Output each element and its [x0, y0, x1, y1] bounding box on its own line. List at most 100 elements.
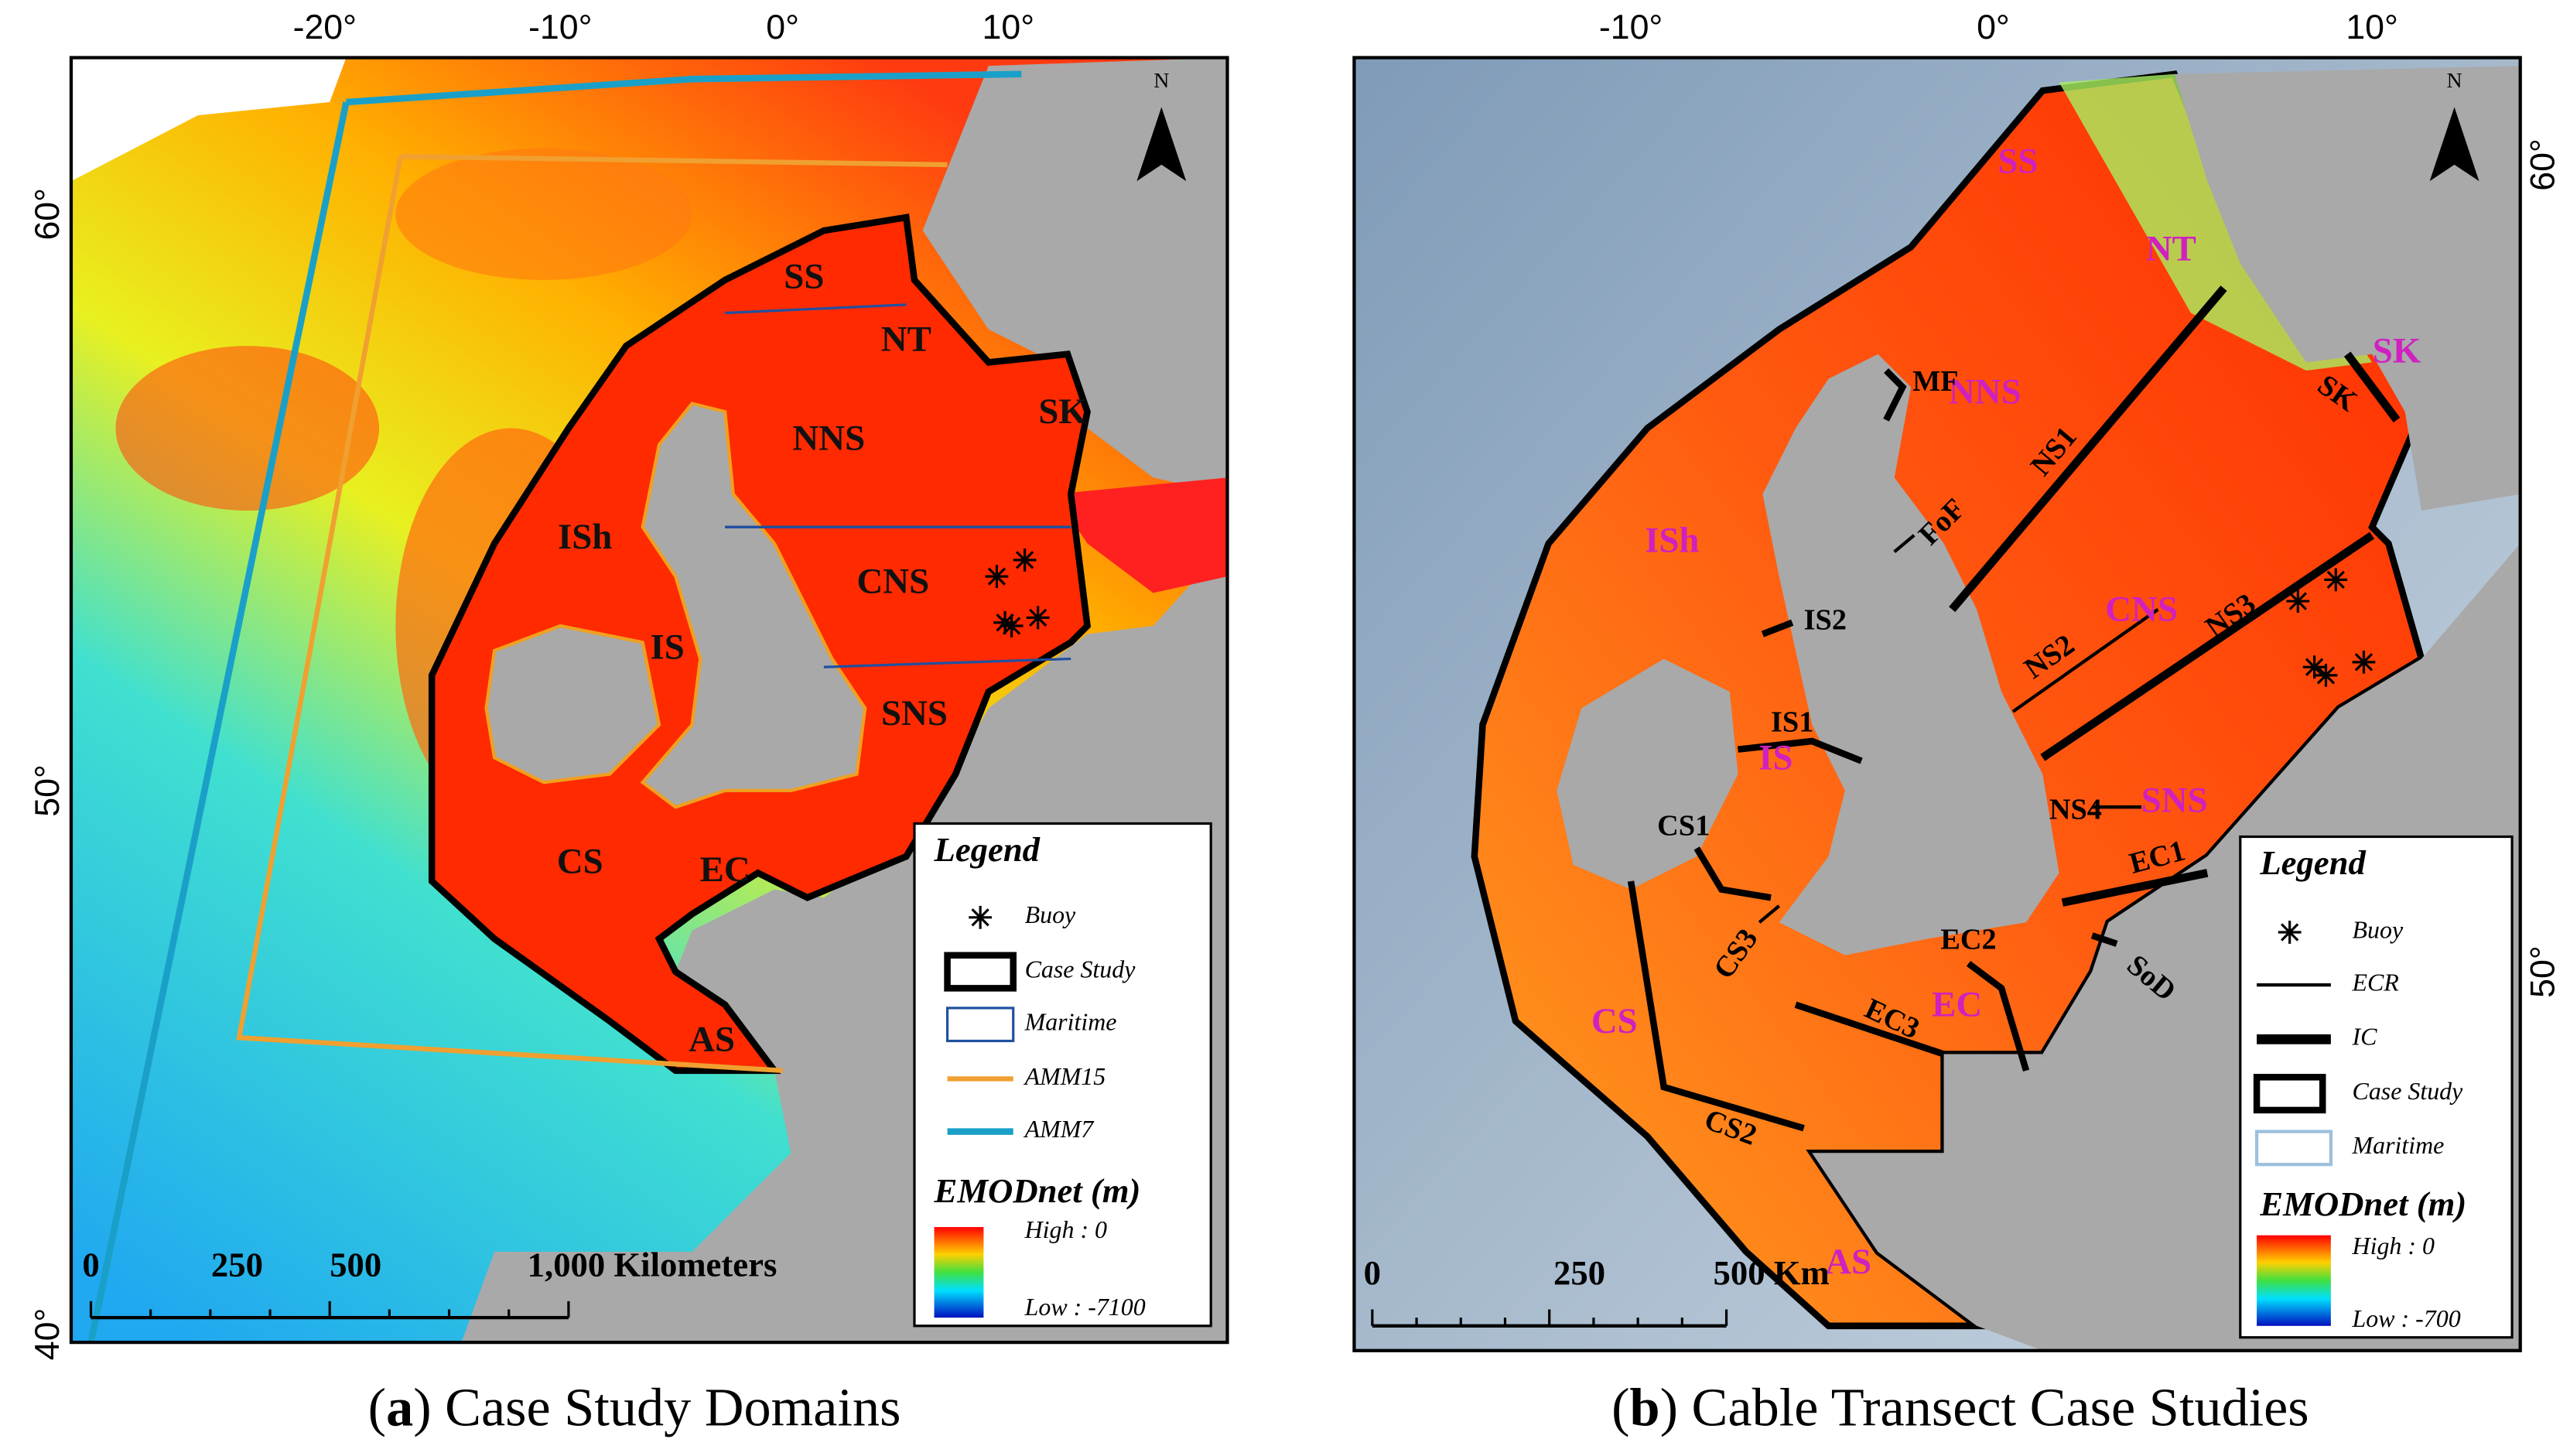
- transect-label: MF: [1912, 365, 1959, 398]
- longitude-label: 10°: [983, 9, 1035, 46]
- transect-line: [1758, 904, 1781, 924]
- legend-label: Maritime: [2352, 1132, 2445, 1159]
- region-label: IS: [650, 627, 684, 668]
- legend-symbol: [2253, 1074, 2326, 1114]
- transect-line: [1893, 534, 1916, 553]
- caption-part: ) Case Study Domains: [413, 1378, 901, 1438]
- colorbar: [2257, 1235, 2331, 1326]
- buoy-marker: [1002, 617, 1021, 635]
- legend-label: Maritime: [1024, 1009, 1117, 1036]
- region-label: EC: [700, 849, 750, 890]
- region-label: ISh: [558, 517, 612, 557]
- longitude-label: 0°: [1977, 9, 2010, 46]
- buoy-marker: [2354, 653, 2373, 672]
- region-label: AS: [1825, 1242, 1871, 1282]
- transect-line: [1693, 846, 1772, 901]
- legend-symbol: [2254, 1130, 2333, 1167]
- scale-label: 0: [82, 1246, 99, 1284]
- transect-label: EC2: [1940, 924, 1996, 956]
- map-b: [1354, 57, 2520, 1351]
- region-label: NNS: [792, 418, 865, 458]
- transect-line: [2343, 351, 2401, 423]
- legend-label: AMM15: [1024, 1063, 1106, 1090]
- scale-label: 500: [330, 1246, 381, 1284]
- buoy-marker: [971, 908, 989, 927]
- colorbar-high: High : 0: [2352, 1232, 2435, 1259]
- longitude-label: -10°: [528, 9, 592, 46]
- transect-line: [1794, 1001, 1945, 1058]
- region-label: SS: [784, 257, 824, 297]
- buoy-marker: [1028, 608, 1047, 627]
- transect-label: IS1: [1771, 706, 1813, 739]
- buoy-marker: [2316, 666, 2336, 685]
- caption-part: (: [368, 1378, 386, 1438]
- caption-part: (: [1611, 1378, 1629, 1438]
- transect-line: [1883, 368, 1907, 422]
- caption: (b) Cable Transect Case Studies: [1611, 1378, 2309, 1438]
- buoy-marker: [987, 567, 1006, 586]
- panel: -20° -10° 0° 10° 60° 50° 40° SS NT SK NNS ISh CNS IS S…: [29, 9, 1169, 1438]
- transect-line: [2061, 869, 2209, 907]
- caption-part: b: [1630, 1378, 1660, 1438]
- north-label: N: [1153, 68, 1169, 92]
- longitude-label: 10°: [2346, 9, 2398, 46]
- region-label: SK: [2373, 330, 2421, 371]
- transect-line: [2040, 531, 2375, 761]
- latitude-label: 60°: [29, 188, 67, 241]
- transect-label: CS1: [1657, 810, 1710, 842]
- colorbar-low: Low : -7100: [1024, 1294, 1146, 1321]
- longitude-label: -20°: [293, 9, 357, 46]
- region-label: ISh: [1645, 520, 1699, 560]
- transect-line: [2011, 607, 2159, 713]
- north-label: N: [2447, 68, 2462, 92]
- region-label: CNS: [2105, 590, 2178, 630]
- caption: (a) Case Study Domains: [368, 1378, 901, 1438]
- caption-part: a: [386, 1378, 413, 1438]
- transect-label: NS4: [2049, 793, 2102, 825]
- buoy-marker: [2326, 570, 2345, 590]
- map-a: [70, 57, 1228, 1343]
- region-label: SS: [1998, 142, 2038, 182]
- region-label: NT: [881, 320, 931, 360]
- region-label: EC: [1932, 985, 1982, 1025]
- region-label: IS: [1758, 737, 1793, 778]
- region-label: AS: [689, 1019, 735, 1059]
- legend-title: Legend: [934, 830, 1041, 869]
- caption-part: ) Cable Transect Case Studies: [1660, 1378, 2309, 1438]
- region-label: SK: [1038, 391, 1087, 432]
- scale-label: 250: [1553, 1253, 1605, 1292]
- scale-label: 0: [1364, 1253, 1381, 1292]
- legend-label: IC: [2352, 1024, 2378, 1051]
- legend-label: ECR: [2352, 969, 2399, 996]
- latitude-label: 50°: [29, 764, 67, 817]
- region-label: CNS: [856, 562, 929, 602]
- scale-label: 250: [211, 1246, 263, 1284]
- transect-line: [1737, 737, 1863, 764]
- transect-line: [1627, 880, 1805, 1132]
- panel: -10° 0° 10° 60° 50° SS NT SK NNS ISh CNS IS SNS CS EC A…: [1364, 9, 2562, 1438]
- region-label: SNS: [2141, 781, 2208, 821]
- latitude-label: 40°: [29, 1308, 67, 1361]
- scale-label: 1,000 Kilometers: [528, 1246, 777, 1284]
- region-label: SNS: [881, 693, 948, 733]
- transect-line: [2090, 932, 2118, 947]
- transect-line: [1966, 961, 2030, 1072]
- legend-symbol: [945, 1007, 1015, 1043]
- transect-line: [1761, 619, 1794, 637]
- region-label: NT: [2146, 228, 2196, 268]
- frame-a: [69, 56, 1229, 1345]
- colorbar-title: EMODnet (m): [2259, 1184, 2466, 1223]
- buoy-marker: [2280, 923, 2299, 942]
- legend-label: Buoy: [1025, 901, 1076, 928]
- region-label: CS: [557, 841, 603, 881]
- colorbar: [934, 1227, 984, 1318]
- legend-symbol: [944, 952, 1017, 992]
- legend-label: Case Study: [1025, 955, 1136, 983]
- longitude-label: 0°: [766, 9, 799, 46]
- transect-label: IS2: [1804, 604, 1847, 637]
- colorbar-title: EMODnet (m): [934, 1171, 1141, 1210]
- legend-label: Buoy: [2353, 916, 2404, 943]
- frame-b: [1352, 56, 2522, 1352]
- region-label: NNS: [1949, 372, 2021, 412]
- colorbar-high: High : 0: [1024, 1216, 1107, 1243]
